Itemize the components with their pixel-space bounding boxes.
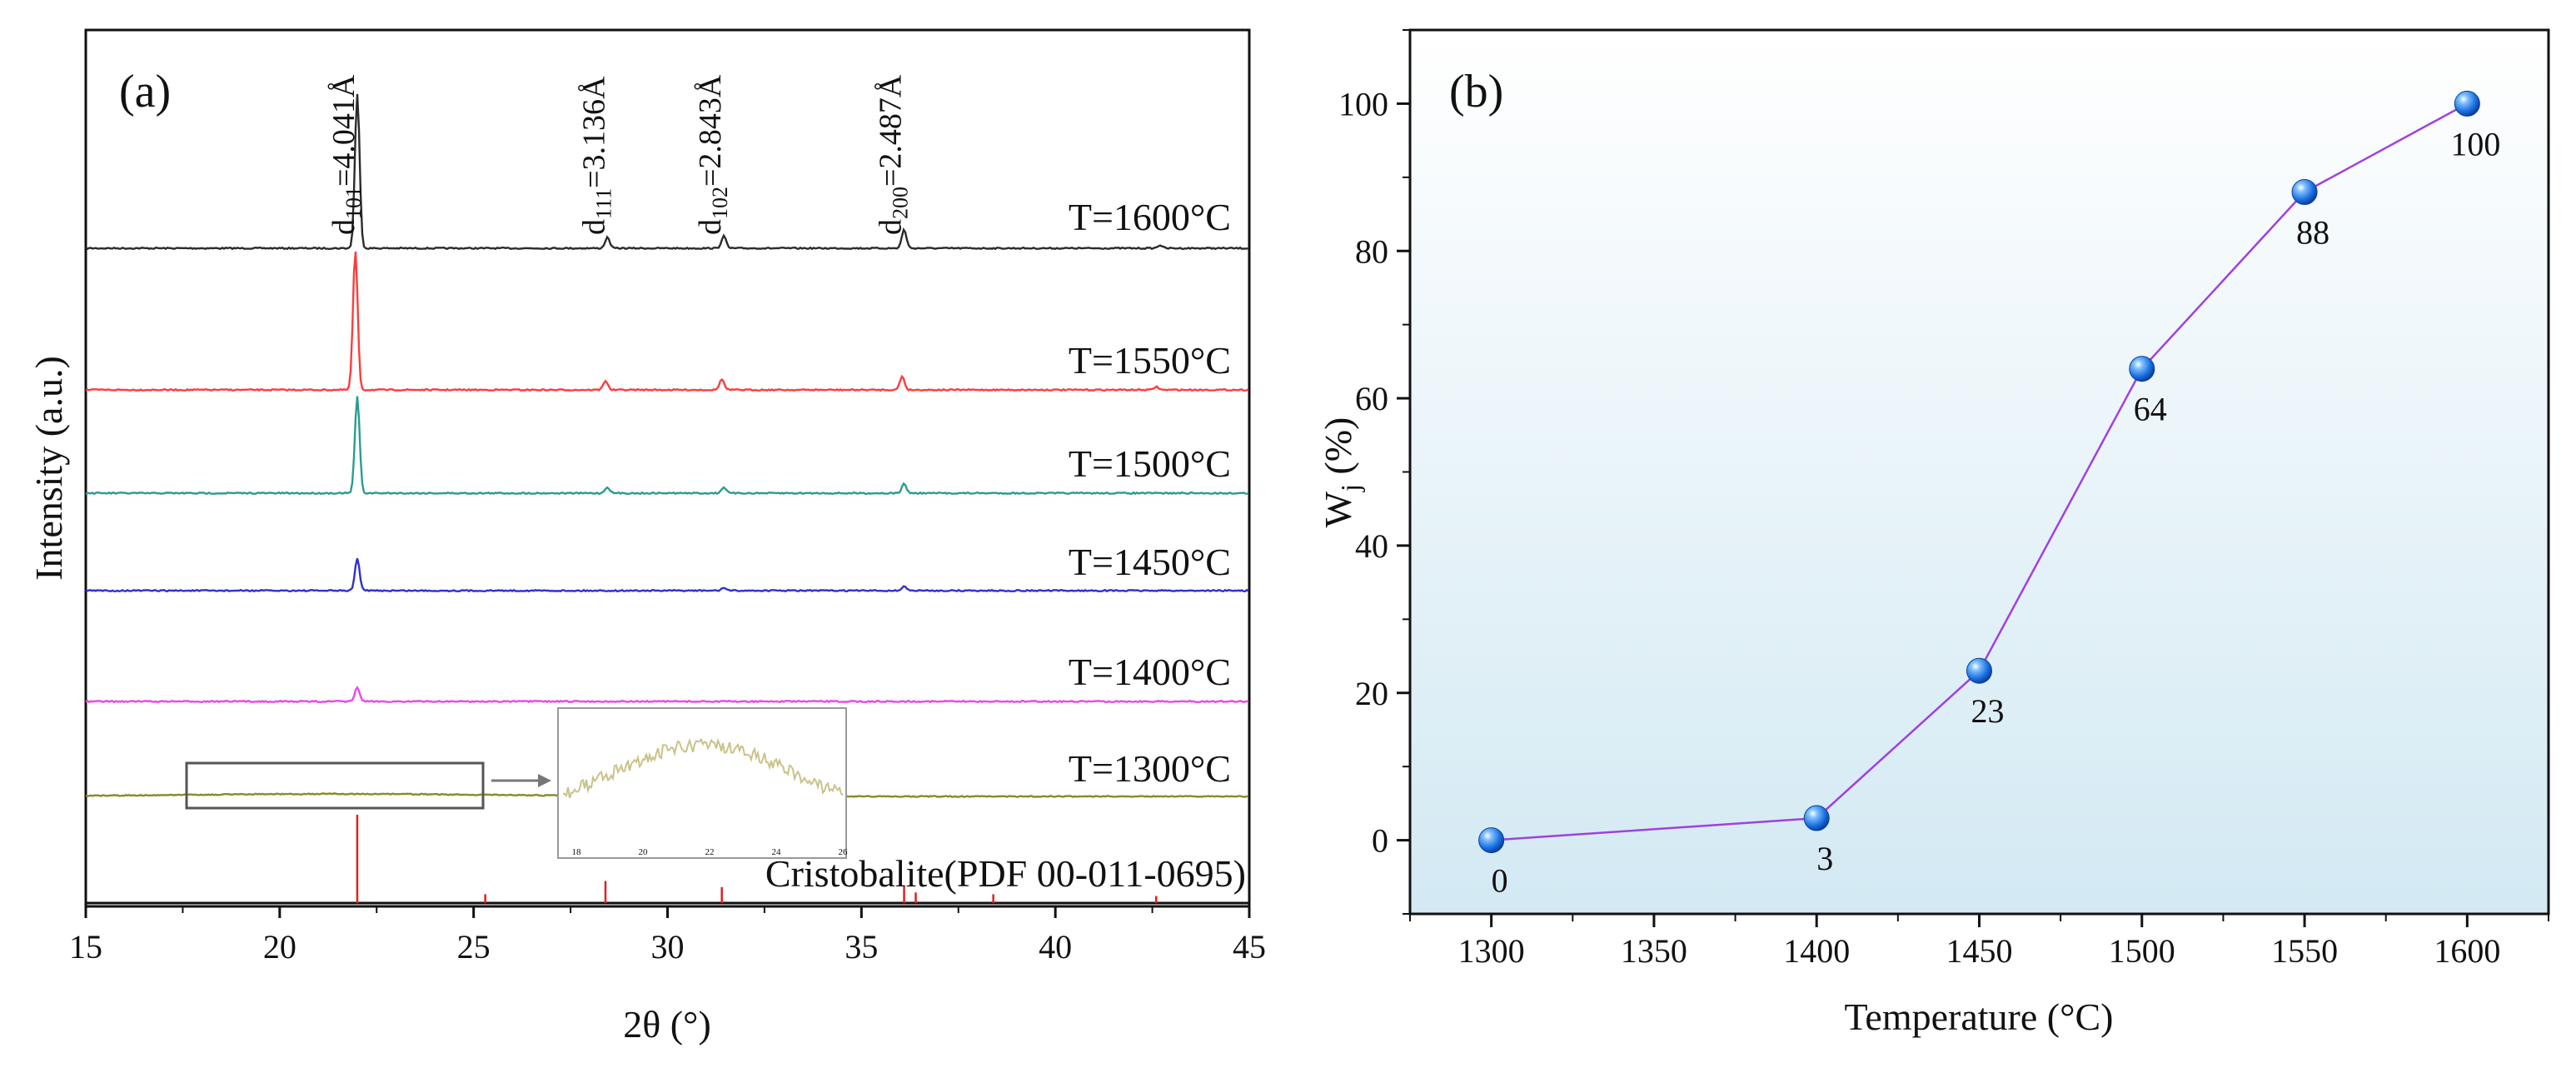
inset-tick-3: 24 bbox=[772, 847, 782, 857]
series-line-4 bbox=[85, 685, 1249, 704]
series-line-2 bbox=[85, 396, 1249, 496]
zoom-region-box bbox=[185, 761, 485, 810]
x-tick-label-a-6: 45 bbox=[1233, 928, 1266, 966]
y-tick-label-b-3: 60 bbox=[1355, 380, 1388, 417]
series-line-1 bbox=[85, 251, 1249, 392]
point-label-0: 0 bbox=[1492, 862, 1508, 900]
data-point-1 bbox=[1803, 805, 1830, 831]
point-label-5: 100 bbox=[2450, 125, 2500, 162]
panel-a-d-spacing-labels: d101=4.041Åd111=3.136Åd102=2.843Åd200=2.… bbox=[326, 74, 913, 235]
y-label-main: W bbox=[1317, 491, 1359, 527]
d-symbol: d bbox=[326, 219, 361, 235]
point-label-1: 3 bbox=[1816, 840, 1833, 877]
d-value: =2.487Å bbox=[874, 74, 909, 187]
inset-tick-1: 20 bbox=[639, 847, 649, 857]
point-label-3: 64 bbox=[2134, 391, 2167, 428]
y-label-unit: (%) bbox=[1317, 417, 1359, 484]
d-hkl: 200 bbox=[889, 187, 913, 219]
panel-b-y-axis-label: Wj (%) bbox=[1317, 417, 1365, 528]
panel-b-fraction-vs-temperature: (b) 1300 1350 1400 1450 1500 1550 1600 0 20 40 60 8… bbox=[1317, 28, 2550, 1038]
y-tick-label-b-5: 100 bbox=[1338, 85, 1388, 122]
reference-lines-group bbox=[356, 815, 1158, 903]
d-spacing-label-2: d102=2.843Å bbox=[693, 74, 732, 235]
data-point-3 bbox=[2129, 356, 2155, 382]
x-tick-label-b-0: 1300 bbox=[1458, 932, 1525, 970]
d-symbol: d bbox=[693, 219, 728, 235]
x-tick-label-b-4: 1500 bbox=[2109, 932, 2175, 970]
panel-b-label: (b) bbox=[1449, 66, 1503, 117]
panel-b-plot-background bbox=[1410, 30, 2549, 914]
data-point-5 bbox=[2454, 90, 2480, 117]
inset-tick-2: 22 bbox=[705, 847, 715, 857]
d-value: =3.136Å bbox=[576, 76, 611, 188]
series-line-0 bbox=[85, 93, 1248, 251]
data-point-0 bbox=[1478, 827, 1505, 854]
panel-a-label: (a) bbox=[119, 66, 171, 117]
data-point-4 bbox=[2291, 179, 2318, 206]
d-symbol: d bbox=[576, 219, 611, 235]
panel-a-series-labels: T=1600°C T=1550°C T=1500°C T=1450°C T=1400°C… bbox=[1069, 196, 1231, 790]
panel-b-data-points bbox=[1478, 90, 2480, 854]
d-spacing-label-0: d101=4.041Å bbox=[326, 74, 366, 235]
panel-b-axes: 1300 1350 1400 1450 1500 1550 1600 0 20 40 60 80 100 bbox=[1338, 29, 2549, 970]
d-symbol: d bbox=[874, 219, 909, 235]
inset-frame bbox=[557, 707, 847, 859]
x-tick-label-a-3: 30 bbox=[651, 928, 685, 966]
inset-tick-4: 26 bbox=[839, 847, 849, 857]
d-spacing-label-3: d200=2.487Å bbox=[874, 74, 913, 235]
panel-b-point-labels: 0 3 23 64 88 100 bbox=[1492, 125, 2501, 899]
series-label-4: T=1400°C bbox=[1069, 651, 1231, 693]
series-label-0: T=1600°C bbox=[1069, 196, 1231, 238]
inset-tick-labels: 18 20 22 24 26 bbox=[572, 847, 849, 857]
x-tick-label-b-2: 1400 bbox=[1783, 932, 1850, 970]
y-tick-label-b-4: 80 bbox=[1355, 232, 1388, 270]
series-label-3: T=1450°C bbox=[1069, 541, 1231, 583]
series-label-2: T=1500°C bbox=[1069, 442, 1231, 485]
d-spacing-label-1: d111=3.136Å bbox=[576, 76, 615, 235]
panel-b-data-line bbox=[1491, 102, 2468, 841]
y-tick-label-b-1: 20 bbox=[1355, 675, 1388, 712]
series-label-1: T=1550°C bbox=[1069, 339, 1231, 382]
x-tick-label-a-0: 15 bbox=[69, 928, 102, 966]
zoom-arrow-head bbox=[538, 774, 551, 787]
point-label-4: 88 bbox=[2296, 214, 2329, 252]
x-tick-label-a-2: 25 bbox=[457, 928, 491, 966]
d-hkl: 101 bbox=[341, 187, 366, 219]
d-value: =4.041Å bbox=[326, 74, 361, 187]
panel-a-x-axis-label: 2θ (°) bbox=[623, 1003, 711, 1046]
y-tick-label-b-2: 40 bbox=[1355, 527, 1388, 565]
d-hkl: 102 bbox=[708, 187, 732, 219]
panel-a-x-axis: 15 20 25 30 35 40 45 bbox=[69, 906, 1266, 966]
y-tick-label-b-0: 0 bbox=[1372, 822, 1388, 860]
x-tick-label-a-1: 20 bbox=[263, 928, 296, 966]
x-tick-label-b-5: 1550 bbox=[2271, 932, 2338, 970]
reference-label: Cristobalite(PDF 00-011-0695) bbox=[765, 852, 1246, 895]
x-tick-label-a-5: 40 bbox=[1039, 928, 1072, 966]
point-label-2: 23 bbox=[1971, 692, 2005, 730]
y-label-subscript: j bbox=[1335, 484, 1365, 492]
series-label-5: T=1300°C bbox=[1069, 747, 1231, 790]
d-hkl: 111 bbox=[591, 188, 615, 219]
inset-tick-0: 18 bbox=[572, 847, 582, 857]
inset-amorphous-hump bbox=[562, 737, 844, 799]
panel-a-y-axis-label: Intensity (a.u.) bbox=[27, 356, 70, 581]
panel-a-xrd-patterns: (a) T=1600°C T=1550°C T=1500°C T=1450°C T=14… bbox=[27, 28, 1266, 1046]
d-value: =2.843Å bbox=[693, 74, 728, 187]
data-point-2 bbox=[1966, 657, 1992, 684]
panel-b-x-axis-label: Temperature (°C) bbox=[1845, 996, 2114, 1038]
x-tick-label-b-1: 1350 bbox=[1621, 932, 1687, 970]
x-tick-label-b-3: 1450 bbox=[1946, 932, 2013, 970]
x-tick-label-b-6: 1600 bbox=[2434, 932, 2500, 970]
series-line-3 bbox=[85, 558, 1249, 593]
x-tick-label-a-4: 35 bbox=[845, 928, 878, 966]
